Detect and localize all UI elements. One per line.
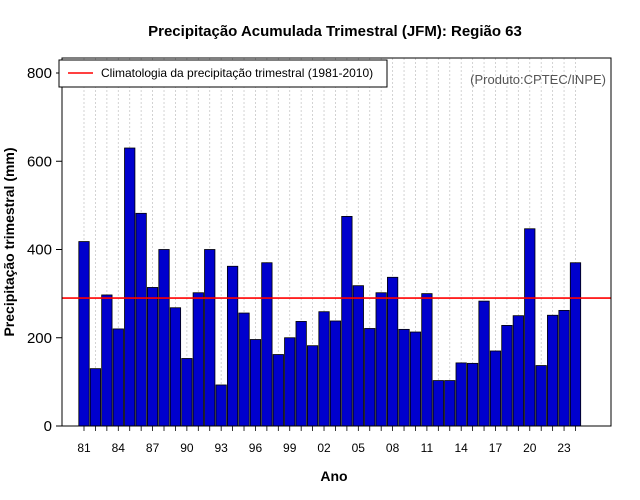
bar-2005 <box>352 285 364 427</box>
x-tick-label: 11 <box>421 441 434 455</box>
bar-2019 <box>512 315 524 427</box>
bar-2011 <box>421 293 433 427</box>
x-tick-label: 84 <box>112 441 126 455</box>
x-tick-label: 96 <box>249 441 263 455</box>
bar-2002 <box>318 311 330 427</box>
x-tick-label: 87 <box>146 441 160 455</box>
bar-2013 <box>444 380 456 427</box>
bar-2022 <box>547 314 559 427</box>
bar-2008 <box>387 276 399 427</box>
y-axis: 0 200 400 600 800 <box>27 65 62 435</box>
bar-2024 <box>569 262 582 427</box>
y-tick-label: 0 <box>44 418 52 435</box>
bar-1994 <box>226 265 239 427</box>
bar-1984 <box>112 328 124 427</box>
bar-2016 <box>478 300 490 427</box>
x-tick-label: 14 <box>455 441 469 455</box>
bar-1988 <box>158 249 170 427</box>
x-tick-label: 17 <box>489 441 503 455</box>
x-tick-label: 02 <box>317 441 331 455</box>
x-axis: 81 84 87 90 93 96 99 02 05 08 11 14 17 20 23 <box>77 426 576 455</box>
bar-2017 <box>489 350 502 427</box>
bar-1983 <box>101 294 113 427</box>
bar-1989 <box>169 307 182 427</box>
x-tick-label: 05 <box>352 441 366 455</box>
plot-frame <box>61 57 612 427</box>
bar-1995 <box>238 312 250 427</box>
bar-1999 <box>284 337 296 427</box>
y-tick-label: 400 <box>27 242 52 259</box>
x-axis-label: Ano <box>320 468 347 484</box>
x-tick-label: 23 <box>557 441 571 455</box>
y-tick-label: 600 <box>27 153 52 170</box>
x-tick-label: 99 <box>283 441 297 455</box>
bar-2010 <box>409 331 422 427</box>
bar-1986 <box>135 212 147 427</box>
bar-2006 <box>364 328 376 427</box>
y-tick-label: 200 <box>27 330 52 347</box>
bar-2004 <box>341 216 353 427</box>
bar-1981 <box>78 241 90 427</box>
bar-1992 <box>204 249 216 427</box>
x-tick-label: 90 <box>180 441 194 455</box>
legend: Climatologia da precipitação trimestral … <box>58 59 388 88</box>
bar-2001 <box>306 345 319 427</box>
bar-1991 <box>192 292 204 427</box>
legend-label: Climatologia da precipitação trimestral … <box>101 66 373 80</box>
legend-box <box>58 59 388 88</box>
bar-1985 <box>124 147 136 427</box>
bar-1996 <box>249 339 262 427</box>
bar-1997 <box>261 262 273 427</box>
bar-2015 <box>467 362 479 427</box>
bar-2003 <box>329 320 342 427</box>
bar-1987 <box>146 287 159 427</box>
x-tick-label: 93 <box>214 441 228 455</box>
x-tick-label: 08 <box>386 441 400 455</box>
bar-1990 <box>181 358 193 427</box>
bar-2012 <box>432 380 444 427</box>
bar-1998 <box>272 354 284 427</box>
bar-2021 <box>535 365 547 427</box>
bar-2018 <box>501 324 513 427</box>
bar-2009 <box>398 328 410 427</box>
x-tick-label: 20 <box>523 441 537 455</box>
bar-1982 <box>89 368 102 427</box>
x-tick-label: 81 <box>77 441 91 455</box>
chart-title: Precipitação Acumulada Trimestral (JFM):… <box>148 23 522 40</box>
y-tick-label: 800 <box>27 65 52 82</box>
bar-2020 <box>524 228 536 427</box>
bar-2007 <box>375 292 387 427</box>
credit-text: (Produto:CPTEC/INPE) <box>470 72 606 87</box>
y-axis-label: Precipitação trimestral (mm) <box>1 147 17 336</box>
grid-lines <box>83 58 576 426</box>
bar-2023 <box>558 309 570 427</box>
bar-2000 <box>295 321 307 427</box>
bar-1993 <box>215 384 227 427</box>
bar-2014 <box>455 362 467 427</box>
bars <box>78 147 582 427</box>
